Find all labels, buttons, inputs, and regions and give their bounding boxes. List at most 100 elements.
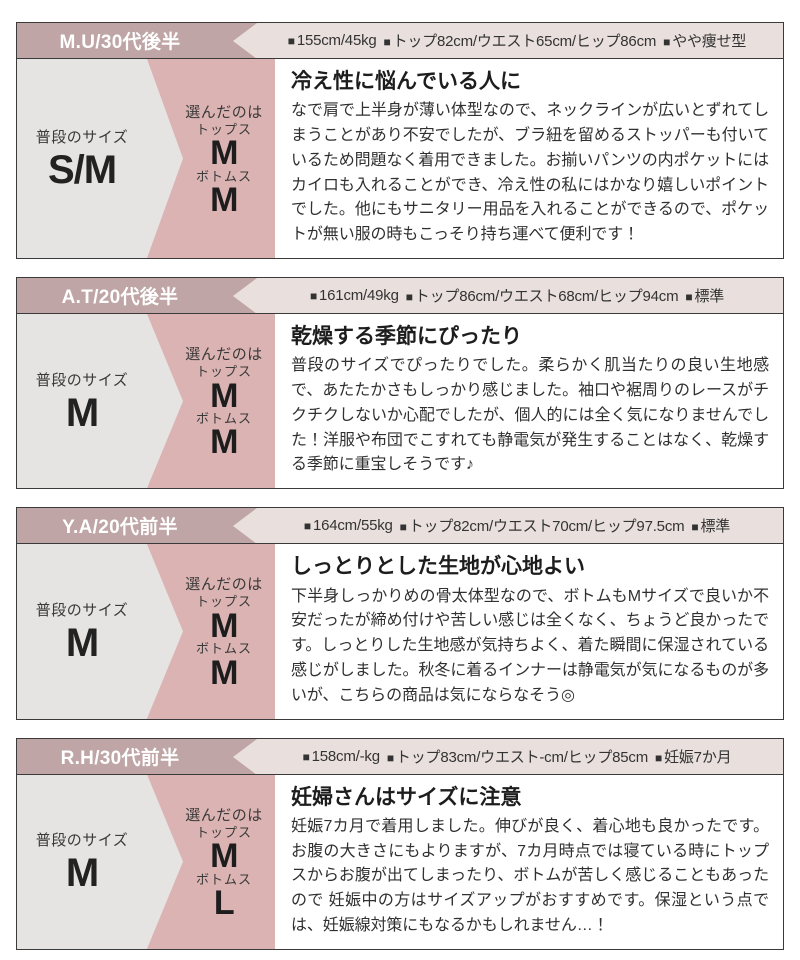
tops-size-value: M <box>210 606 238 645</box>
size-panels: 普段のサイズ S/M 選んだのは トップス M ボトムス M <box>17 59 275 259</box>
chosen-size-label: 選んだのは <box>185 103 263 121</box>
review-text: なで肩で上半身が薄い体型なので、ネックラインが広いとずれてしまうことがあり不安で… <box>291 102 769 244</box>
square-bullet-icon: ■ <box>302 749 310 764</box>
reviewer-tag: Y.A/20代前半 <box>17 508 257 544</box>
bottoms-label: ボトムス <box>195 411 252 427</box>
stat-body-value: 158cm/-kg <box>311 747 380 765</box>
review-title: しっとりとした生地が心地よい <box>291 555 585 579</box>
square-bullet-icon: ■ <box>386 750 394 765</box>
usual-size-panel: 普段のサイズ M <box>17 544 147 719</box>
review-title: 乾燥する季節にぴったり <box>291 325 522 349</box>
reviewer-tag: R.H/30代前半 <box>17 738 257 774</box>
review-block-1: M.U/30代後半 ■ 155cm/45kg ■ トップ82cm/ウエスト65cm/… <box>16 22 784 260</box>
tops-size-value: M <box>210 376 238 415</box>
reviewer-tag: A.T/20代後半 <box>17 278 257 314</box>
usual-size-label: 普段のサイズ <box>35 371 129 389</box>
size-panels: 普段のサイズ M 選んだのは トップス M ボトムス L <box>17 774 275 949</box>
review-block-2: A.T/20代後半 ■ 161cm/49kg ■ トップ86cm/ウエスト68cm/… <box>16 277 784 490</box>
stat-measurements-value: トップ83cm/ウエスト-cm/ヒップ85cm <box>395 748 649 766</box>
review-title: 妊婦さんはサイズに注意 <box>291 785 522 809</box>
stat-shape-value: 標準 <box>700 518 731 536</box>
chosen-size-label: 選んだのは <box>185 346 263 364</box>
stat-shape: ■ 妊娠7か月 <box>655 746 732 767</box>
size-panels: 普段のサイズ M 選んだのは トップス M ボトムス M <box>17 544 275 719</box>
tops-label: トップス <box>195 364 252 380</box>
stat-shape: ■ やや痩せ型 <box>663 30 746 51</box>
stat-shape: ■ 標準 <box>691 515 730 536</box>
square-bullet-icon: ■ <box>287 34 295 48</box>
stat-measurements: ■ トップ86cm/ウエスト68cm/ヒップ94cm <box>406 285 679 306</box>
tops-label: トップス <box>195 824 252 840</box>
bottoms-label: ボトムス <box>195 641 252 657</box>
bottoms-size-value: M <box>210 423 238 462</box>
square-bullet-icon: ■ <box>685 290 693 305</box>
reviewer-stats: ■ 158cm/-kg ■ トップ83cm/ウエスト-cm/ヒップ85cm ■ 妊娠7… <box>233 739 783 774</box>
square-bullet-icon: ■ <box>655 750 663 765</box>
square-bullet-icon: ■ <box>691 520 699 535</box>
usual-size-value: M <box>65 620 99 665</box>
stat-body: ■ 164cm/55kg <box>304 517 393 534</box>
review-content: 乾燥する季節にぴったり 普段のサイズでぴったりでした。柔らかく肌当たりの良い生地… <box>275 314 783 489</box>
chosen-size-label: 選んだのは <box>185 576 263 594</box>
bottoms-label: ボトムス <box>195 168 252 184</box>
usual-size-panel: 普段のサイズ S/M <box>17 59 147 259</box>
stat-body-value: 161cm/49kg <box>319 287 399 305</box>
square-bullet-icon: ■ <box>309 289 318 304</box>
reviewer-name: R.H/30代前半 <box>60 747 180 769</box>
review-header: A.T/20代後半 ■ 161cm/49kg ■ トップ86cm/ウエスト68cm/… <box>16 277 784 315</box>
review-content: 冷え性に悩んでいる人に なで肩で上半身が薄い体型なので、ネックラインが広いとずれ… <box>275 59 783 259</box>
tops-label: トップス <box>195 594 252 610</box>
chosen-size-panel: 選んだのは トップス M ボトムス M <box>147 59 275 259</box>
chosen-size-panel: 選んだのは トップス M ボトムス L <box>147 774 275 949</box>
stat-body: ■ 155cm/45kg <box>288 32 377 49</box>
review-header: M.U/30代後半 ■ 155cm/45kg ■ トップ82cm/ウエスト65cm/… <box>16 22 784 59</box>
review-content: しっとりとした生地が心地よい 下半身しっかりめの骨太体型なので、ボトムもMサイズ… <box>275 544 783 719</box>
review-body: 普段のサイズ S/M 選んだのは トップス M ボトムス M 冷え性に悩んでいる… <box>16 59 784 260</box>
reviewer-stats: ■ 164cm/55kg ■ トップ82cm/ウエスト70cm/ヒップ97.5cm … <box>233 508 783 543</box>
review-header: R.H/30代前半 ■ 158cm/-kg ■ トップ83cm/ウエスト-cm/ヒッ… <box>16 737 784 775</box>
stat-measurements-value: トップ86cm/ウエスト68cm/ヒップ94cm <box>414 288 679 306</box>
square-bullet-icon: ■ <box>405 290 413 305</box>
tops-size-value: M <box>210 133 238 172</box>
bottoms-size-value: L <box>213 883 235 922</box>
stat-body-value: 155cm/45kg <box>296 32 377 49</box>
square-bullet-icon: ■ <box>399 520 407 535</box>
review-block-3: Y.A/20代前半 ■ 164cm/55kg ■ トップ82cm/ウエスト70cm/… <box>16 507 784 720</box>
reviewer-stats: ■ 161cm/49kg ■ トップ86cm/ウエスト68cm/ヒップ94cm ■ 標… <box>233 278 783 313</box>
stat-shape-value: やや痩せ型 <box>672 33 747 50</box>
review-body: 普段のサイズ M 選んだのは トップス M ボトムス M 乾燥する季節にぴったり… <box>16 314 784 490</box>
tops-label: トップス <box>195 121 252 137</box>
bottoms-size-value: M <box>210 180 238 219</box>
bottoms-size-value: M <box>210 653 238 692</box>
tops-size-value: M <box>210 836 238 875</box>
stat-shape: ■ 標準 <box>685 285 724 306</box>
reviewer-stats: ■ 155cm/45kg ■ トップ82cm/ウエスト65cm/ヒップ86cm ■ や… <box>233 23 783 58</box>
reviewer-name: M.U/30代後半 <box>59 32 181 53</box>
usual-size-value: M <box>65 851 99 896</box>
review-title: 冷え性に悩んでいる人に <box>291 70 521 93</box>
usual-size-label: 普段のサイズ <box>35 832 129 850</box>
review-header: Y.A/20代前半 ■ 164cm/55kg ■ トップ82cm/ウエスト70cm/… <box>16 507 784 545</box>
square-bullet-icon: ■ <box>663 35 671 49</box>
bottoms-label: ボトムス <box>195 871 252 887</box>
usual-size-value: M <box>65 390 99 435</box>
usual-size-panel: 普段のサイズ M <box>17 774 147 949</box>
review-text: 妊娠7カ月で着用しました。伸びが良く、着心地も良かったです。お腹の大きさにもより… <box>291 817 769 934</box>
review-body: 普段のサイズ M 選んだのは トップス M ボトムス M しっとりとした生地が心… <box>16 544 784 720</box>
review-body: 普段のサイズ M 選んだのは トップス M ボトムス L 妊婦さんはサイズに注意… <box>16 774 784 950</box>
review-text: 普段のサイズでぴったりでした。柔らかく肌当たりの良い生地感で、あたたかさもしっか… <box>291 357 769 474</box>
stat-measurements: ■ トップ82cm/ウエスト70cm/ヒップ97.5cm <box>400 515 685 536</box>
stat-body: ■ 158cm/-kg <box>303 748 380 765</box>
chosen-size-label: 選んだのは <box>185 806 263 824</box>
reviewer-name: Y.A/20代前半 <box>62 517 178 539</box>
review-text: 下半身しっかりめの骨太体型なので、ボトムもMサイズで良いか不安だったが締め付けや… <box>291 587 769 704</box>
stat-body: ■ 161cm/49kg <box>310 287 399 304</box>
review-content: 妊婦さんはサイズに注意 妊娠7カ月で着用しました。伸びが良く、着心地も良かったで… <box>275 774 783 949</box>
stat-measurements: ■ トップ82cm/ウエスト65cm/ヒップ86cm <box>384 30 657 51</box>
review-block-4: R.H/30代前半 ■ 158cm/-kg ■ トップ83cm/ウエスト-cm/ヒッ… <box>16 737 784 950</box>
stat-shape-value: 妊娠7か月 <box>664 748 732 766</box>
usual-size-value: S/M <box>47 148 117 193</box>
usual-size-label: 普段のサイズ <box>35 129 129 147</box>
usual-size-label: 普段のサイズ <box>35 601 129 619</box>
